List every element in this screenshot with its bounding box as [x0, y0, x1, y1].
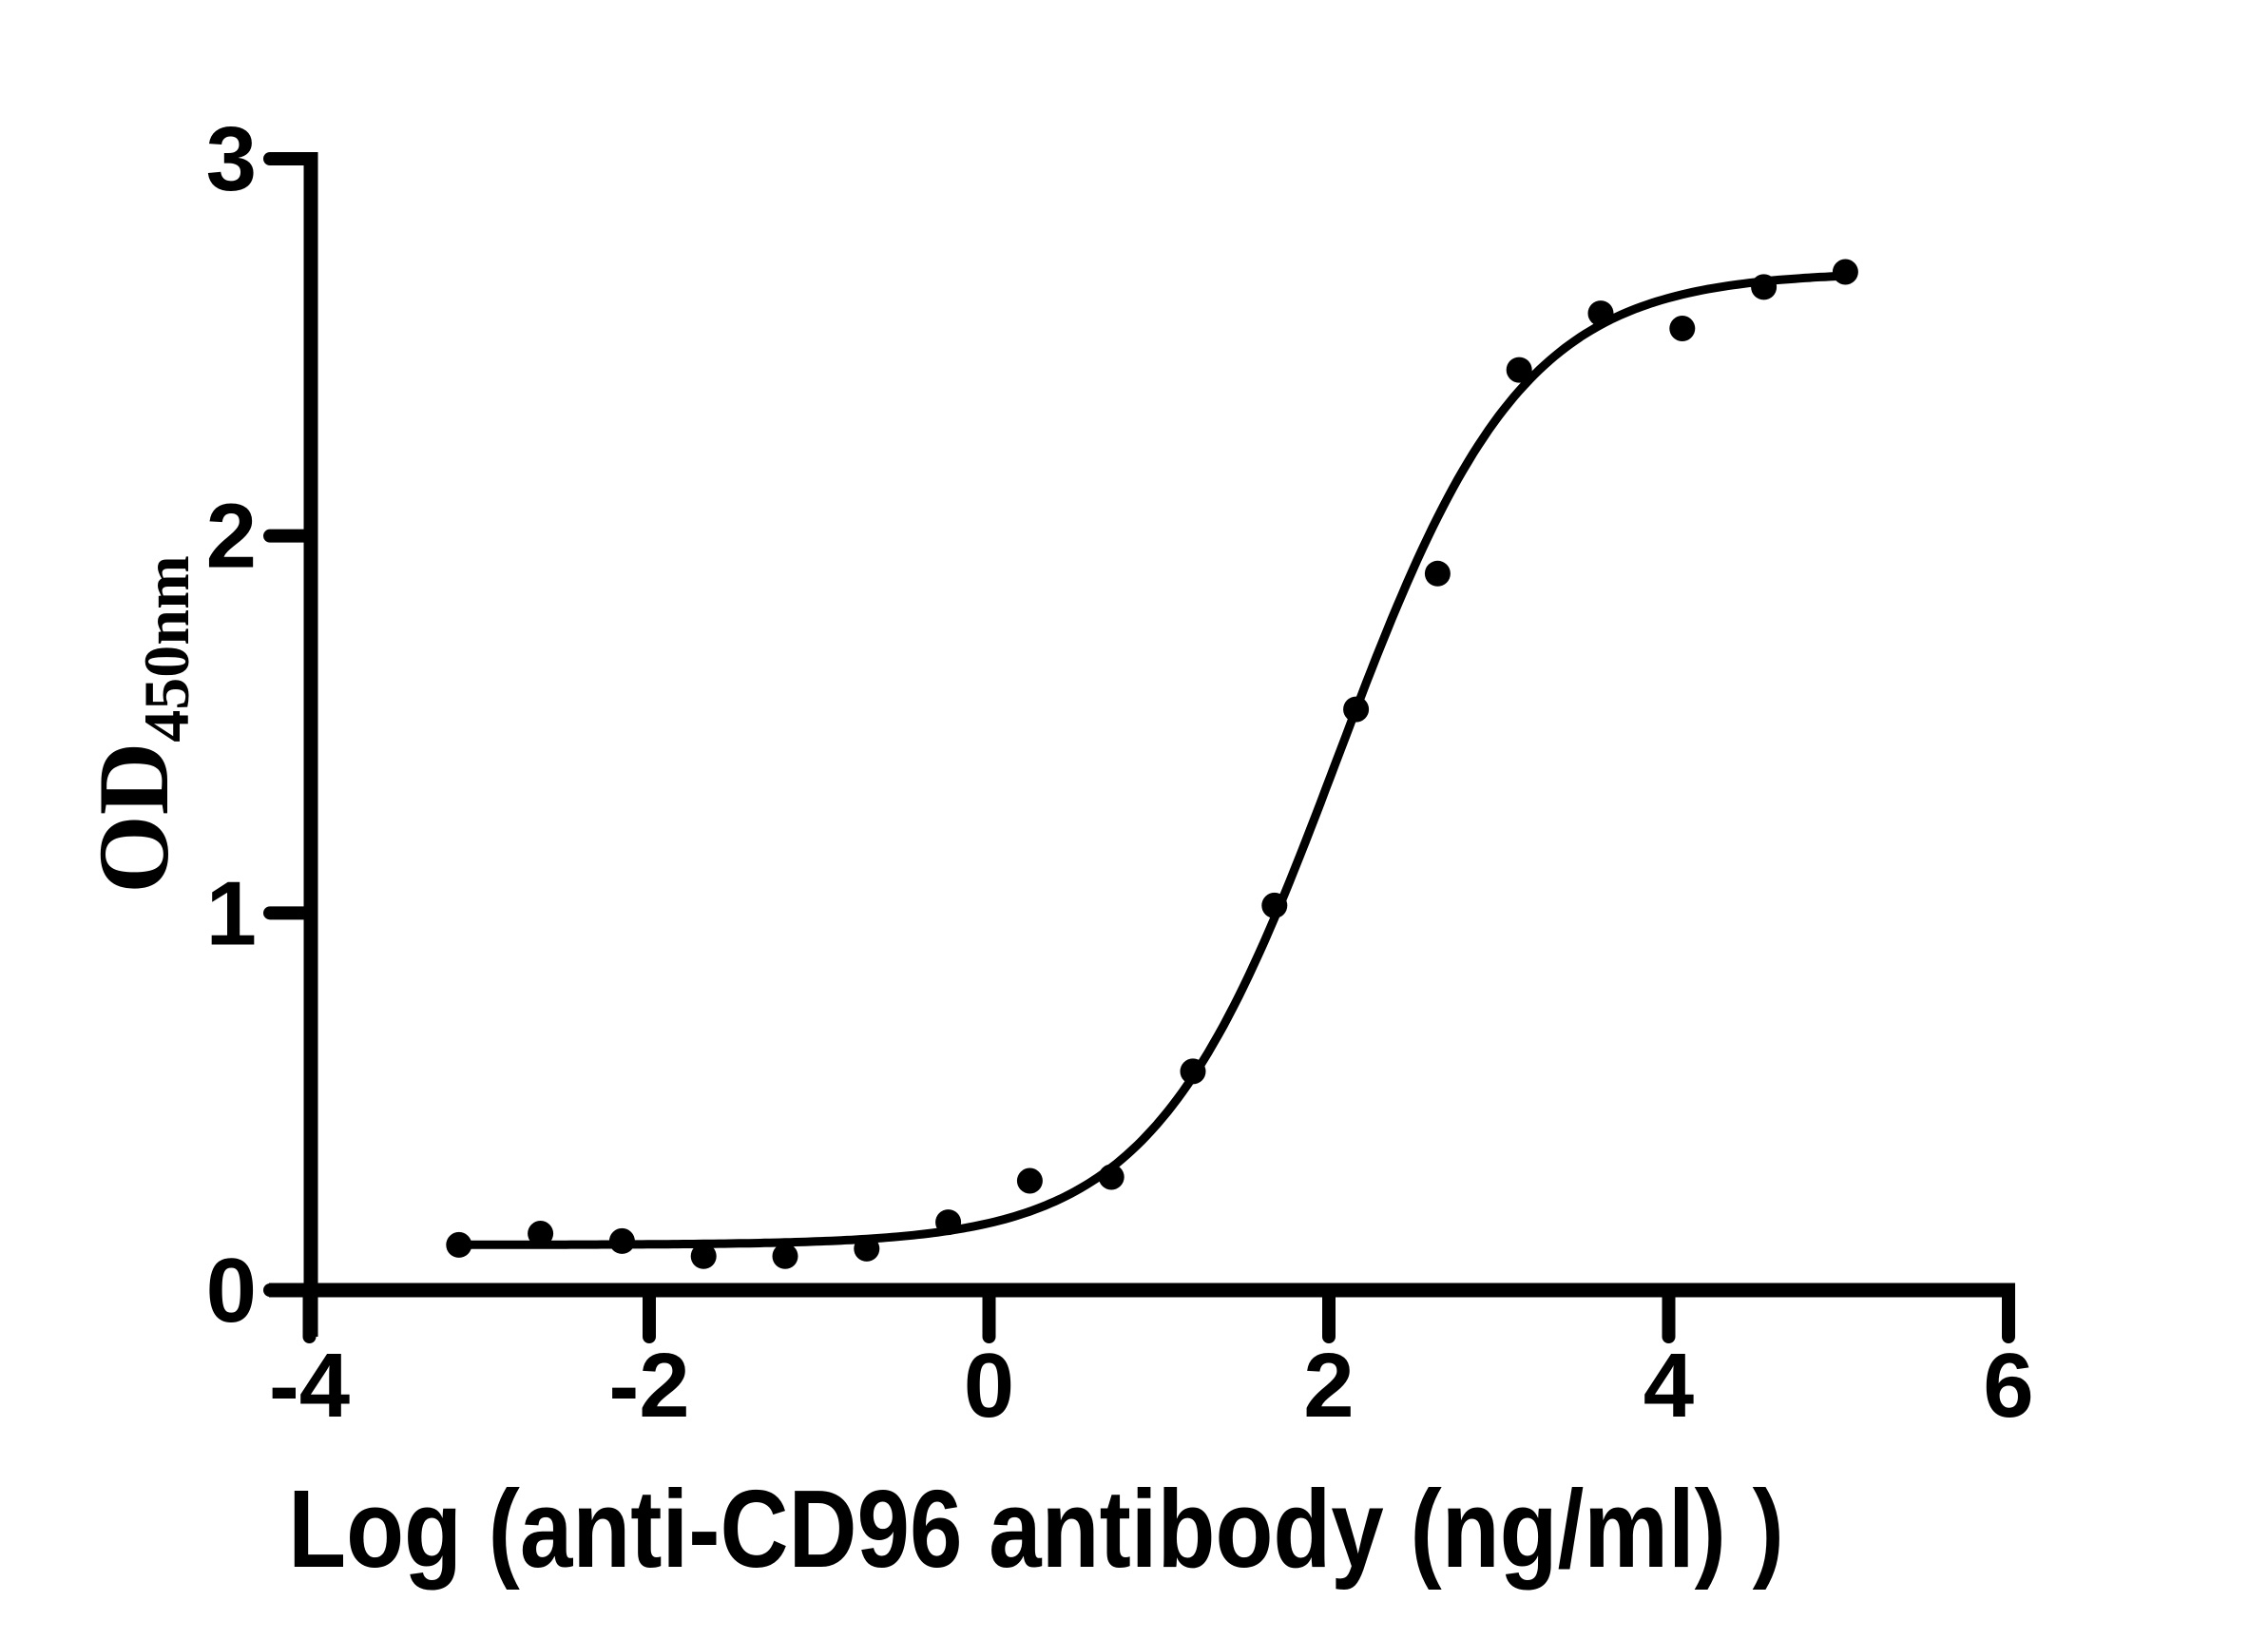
data-point — [446, 1231, 472, 1258]
x-tick-label: -4 — [269, 1335, 350, 1437]
y-axis-label: OD450nm — [78, 555, 202, 893]
data-point — [1180, 1058, 1206, 1085]
x-axis-title: Log (anti-CD96 antibody (ng/ml) ) — [288, 1467, 1784, 1591]
fit-curve — [454, 271, 1850, 1249]
data-point — [1751, 274, 1778, 300]
data-point — [935, 1209, 962, 1236]
data-point — [1587, 300, 1614, 327]
data-point — [1669, 316, 1696, 341]
data-point — [772, 1243, 798, 1269]
y-tick-label: 1 — [206, 862, 257, 964]
axes — [269, 152, 2015, 1337]
x-ticks — [302, 1290, 2015, 1343]
data-point — [1506, 357, 1532, 383]
data-point — [1016, 1167, 1043, 1194]
y-ticks — [263, 152, 313, 1297]
data-point — [1424, 560, 1451, 587]
x-tick-label: 6 — [1983, 1335, 2033, 1437]
x-tick-labels: -4 -2 0 2 4 6 — [269, 1335, 2034, 1437]
x-tick-label: 0 — [964, 1335, 1014, 1437]
data-point — [1343, 696, 1370, 723]
y-axis-label-main: OD — [78, 743, 189, 894]
y-axis-label-subscript: 450nm — [130, 555, 202, 742]
data-point — [690, 1243, 717, 1269]
data-point — [1261, 892, 1288, 918]
x-tick-label: -2 — [608, 1335, 689, 1437]
data-point — [1832, 259, 1858, 285]
data-point — [528, 1221, 554, 1246]
y-tick-label: 3 — [206, 108, 257, 210]
data-point — [854, 1235, 880, 1262]
data-point — [608, 1227, 635, 1254]
y-tick-labels: 0 1 2 3 — [206, 108, 257, 1341]
data-points — [446, 259, 1858, 1269]
x-tick-label: 4 — [1643, 1335, 1694, 1437]
y-tick-label: 0 — [206, 1240, 257, 1341]
fit-curve-line — [454, 271, 1850, 1249]
y-tick-label: 2 — [206, 486, 257, 588]
data-point — [1098, 1164, 1124, 1190]
x-tick-label: 2 — [1303, 1335, 1354, 1437]
